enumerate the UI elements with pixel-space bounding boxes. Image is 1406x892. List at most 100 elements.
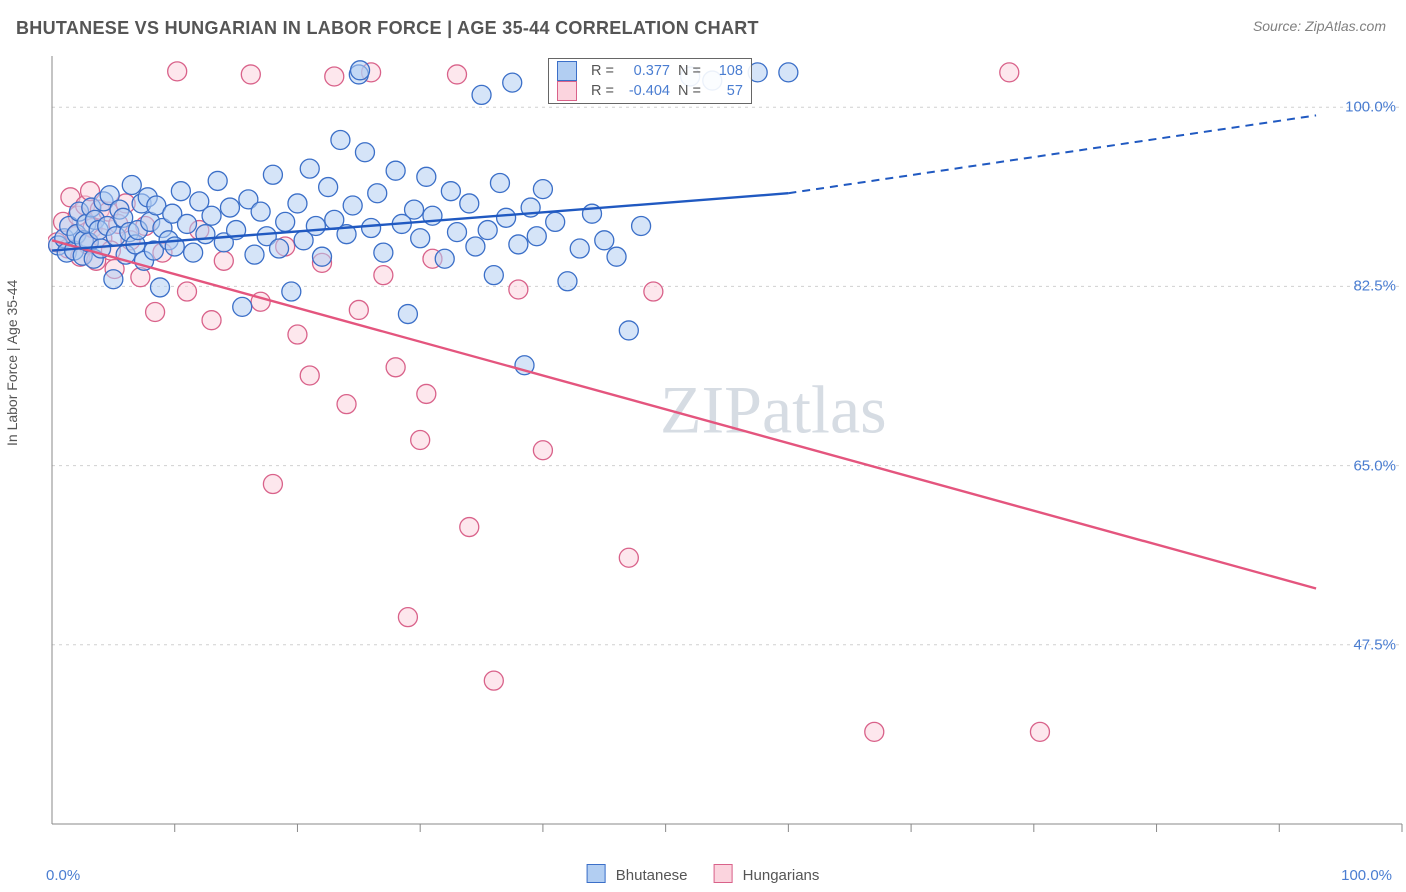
data-point	[263, 475, 282, 494]
plot-area	[48, 52, 1406, 852]
n-value: 108	[705, 61, 747, 81]
data-point	[300, 159, 319, 178]
data-point	[151, 278, 170, 297]
data-point	[245, 245, 264, 264]
data-point	[509, 235, 528, 254]
y-tick-label: 65.0%	[1353, 457, 1396, 474]
data-point	[288, 325, 307, 344]
data-point	[306, 216, 325, 235]
data-point	[448, 65, 467, 84]
data-point	[570, 239, 589, 258]
data-point	[386, 358, 405, 377]
correlation-row-hungarians: R = -0.404 N = 57	[553, 81, 747, 101]
chart-title: BHUTANESE VS HUNGARIAN IN LABOR FORCE | …	[16, 18, 759, 39]
r-value: -0.404	[618, 81, 674, 101]
r-label: R =	[587, 61, 618, 81]
data-point	[417, 167, 436, 186]
data-point	[331, 130, 350, 149]
data-point	[276, 212, 295, 231]
correlation-swatch-hungarians	[557, 81, 577, 101]
data-point	[619, 548, 638, 567]
n-value: 57	[705, 81, 747, 101]
data-point	[374, 243, 393, 262]
data-point	[1000, 63, 1019, 82]
data-point	[607, 247, 626, 266]
data-point	[319, 178, 338, 197]
data-point	[251, 202, 270, 221]
data-point	[619, 321, 638, 340]
data-point	[644, 282, 663, 301]
data-point	[288, 194, 307, 213]
data-point	[270, 239, 289, 258]
correlation-stats-box: R = 0.377 N = 108 R = -0.404 N = 57	[548, 58, 752, 104]
legend-item-hungarians: Hungarians	[714, 864, 820, 884]
data-point	[527, 227, 546, 246]
data-point	[178, 214, 197, 233]
data-point	[398, 608, 417, 627]
data-point	[417, 384, 436, 403]
trend-line-hungarians	[52, 240, 1316, 588]
data-point	[441, 182, 460, 201]
series-bhutanese	[49, 61, 798, 375]
data-point	[435, 249, 454, 268]
data-point	[484, 266, 503, 285]
data-point	[865, 722, 884, 741]
data-point	[472, 85, 491, 104]
data-point	[343, 196, 362, 215]
data-point	[411, 431, 430, 450]
data-point	[241, 65, 260, 84]
data-point	[509, 280, 528, 299]
data-point	[533, 441, 552, 460]
data-point	[282, 282, 301, 301]
y-tick-label: 82.5%	[1353, 278, 1396, 295]
series-legend: Bhutanese Hungarians	[587, 864, 820, 884]
data-point	[779, 63, 798, 82]
data-point	[178, 282, 197, 301]
legend-label-bhutanese: Bhutanese	[616, 867, 688, 884]
x-axis-max-label: 100.0%	[1341, 867, 1392, 884]
data-point	[460, 194, 479, 213]
data-point	[214, 251, 233, 270]
data-point	[233, 297, 252, 316]
data-point	[386, 161, 405, 180]
data-point	[263, 165, 282, 184]
data-point	[325, 67, 344, 86]
data-point	[313, 247, 332, 266]
data-point	[300, 366, 319, 385]
y-tick-label: 47.5%	[1353, 636, 1396, 653]
n-label: N =	[674, 81, 705, 101]
legend-swatch-bhutanese	[587, 864, 606, 883]
data-point	[131, 268, 150, 287]
data-point	[168, 62, 187, 81]
data-point	[546, 212, 565, 231]
r-label: R =	[587, 81, 618, 101]
data-point	[374, 266, 393, 285]
data-point	[196, 225, 215, 244]
source-credit: Source: ZipAtlas.com	[1253, 18, 1386, 34]
data-point	[349, 300, 368, 319]
legend-label-hungarians: Hungarians	[743, 867, 820, 884]
series-hungarians	[48, 62, 1049, 741]
n-label: N =	[674, 61, 705, 81]
data-point	[478, 221, 497, 240]
data-point	[411, 229, 430, 248]
correlation-row-bhutanese: R = 0.377 N = 108	[553, 61, 747, 81]
data-point	[460, 518, 479, 537]
data-point	[337, 395, 356, 414]
data-point	[595, 231, 614, 250]
data-point	[497, 208, 516, 227]
scatter-chart	[48, 52, 1406, 852]
data-point	[171, 182, 190, 201]
data-point	[558, 272, 577, 291]
legend-swatch-hungarians	[714, 864, 733, 883]
data-point	[208, 171, 227, 190]
data-point	[146, 303, 165, 322]
trend-line-bhutanese-extrapolated	[788, 115, 1316, 193]
data-point	[220, 198, 239, 217]
data-point	[351, 61, 370, 80]
data-point	[503, 73, 522, 92]
y-tick-label: 100.0%	[1345, 99, 1396, 116]
data-point	[398, 305, 417, 324]
data-point	[355, 143, 374, 162]
data-point	[405, 200, 424, 219]
